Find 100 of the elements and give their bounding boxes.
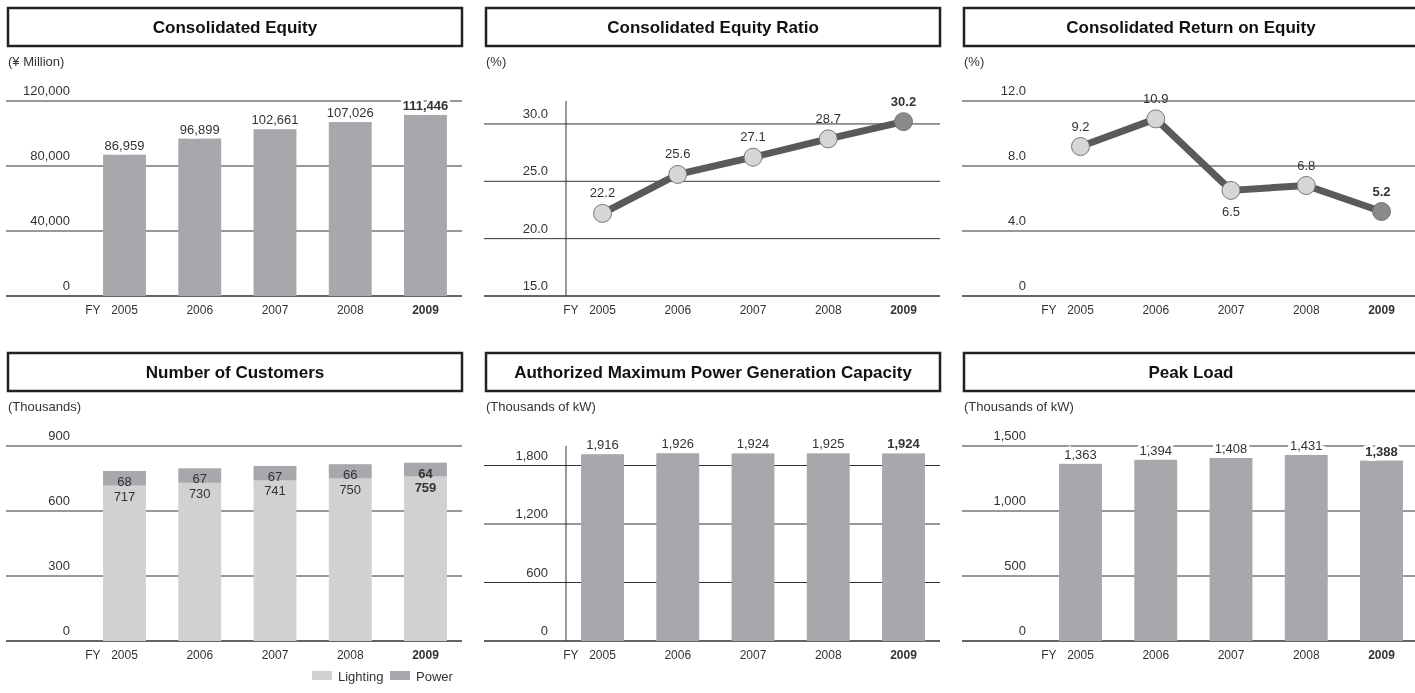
chart-title: Number of Customers: [145, 363, 325, 382]
data-label: 27.1: [740, 129, 766, 145]
y-tick-label: 8.0: [1007, 148, 1026, 163]
x-tick-label: 2006: [664, 303, 692, 317]
data-label: 1,926: [661, 436, 695, 452]
y-tick-label: 0: [1018, 278, 1026, 293]
y-tick-label: 0: [540, 623, 548, 638]
x-tick-label: 2008: [1292, 648, 1320, 662]
y-tick-label: 0: [1018, 623, 1026, 638]
data-label: 1,408: [1214, 440, 1248, 456]
data-label: 28.7: [815, 110, 841, 126]
y-tick-label: 900: [48, 428, 70, 443]
x-axis-title: FY: [85, 303, 101, 317]
y-tick-label: 40,000: [30, 213, 70, 228]
x-tick-label: 2006: [1142, 648, 1170, 662]
y-tick-label: 1,200: [515, 506, 548, 521]
data-label: 730: [188, 485, 211, 501]
data-label: 64: [418, 465, 434, 481]
y-tick-label: 0: [62, 623, 70, 638]
x-tick-label: 2006: [186, 648, 214, 662]
data-label: 759: [414, 479, 437, 495]
chart-title: Authorized Maximum Power Generation Capacity: [514, 363, 913, 382]
y-tick-label: 20.0: [522, 220, 548, 236]
chart-title: Peak Load: [1148, 363, 1234, 382]
data-label: 86,959: [104, 137, 145, 153]
y-axis-title: (¥ Million): [8, 54, 65, 69]
x-tick-label: 2008: [336, 648, 364, 662]
data-label: 96,899: [179, 121, 220, 137]
x-tick-label: 2007: [261, 303, 289, 317]
data-label: 1,363: [1064, 446, 1097, 462]
data-label: 6.8: [1297, 157, 1316, 173]
x-axis-title: FY: [1041, 303, 1057, 317]
x-tick-label: 2007: [739, 648, 767, 662]
data-label: 1,925: [811, 436, 845, 452]
data-label: 9.2: [1071, 118, 1090, 134]
x-tick-label: 2008: [1292, 303, 1320, 317]
y-axis-title: (Thousands of kW): [964, 399, 1074, 414]
data-label: 102,661: [251, 112, 299, 128]
x-axis-title: FY: [85, 648, 101, 662]
x-tick-label: 2005: [589, 648, 617, 662]
x-tick-label: 2008: [814, 648, 842, 662]
chart-title: Consolidated Return on Equity: [1066, 18, 1317, 37]
data-label: 1,394: [1139, 442, 1173, 458]
x-tick-label: 2006: [186, 303, 214, 317]
legend-label: Power: [416, 669, 454, 684]
y-tick-label: 1,500: [993, 428, 1026, 443]
y-tick-label: 120,000: [23, 83, 70, 98]
y-axis-title: (%): [964, 54, 985, 69]
x-tick-label: 2009: [1368, 303, 1396, 317]
data-label: 66: [343, 467, 358, 483]
data-label: 67: [192, 471, 207, 487]
x-tick-label: 2006: [664, 648, 692, 662]
x-tick-label: 2007: [739, 303, 767, 317]
y-tick-label: 600: [526, 564, 548, 580]
y-tick-label: 0: [62, 278, 70, 293]
x-tick-label: 2005: [1067, 648, 1095, 662]
chart-title: Consolidated Equity Ratio: [607, 18, 819, 37]
data-label: 22.2: [589, 185, 616, 201]
data-label: 111,446: [402, 97, 449, 113]
x-tick-label: 2009: [412, 648, 440, 662]
y-tick-label: 4.0: [1007, 213, 1026, 228]
data-label: 107,026: [326, 105, 374, 121]
chart-title: Consolidated Equity: [152, 18, 318, 37]
data-label: 67: [267, 468, 283, 484]
x-tick-label: 2007: [1217, 303, 1245, 317]
data-label: 30.2: [890, 93, 917, 109]
y-tick-label: 80,000: [30, 148, 70, 163]
x-tick-label: 2006: [1142, 303, 1170, 317]
x-tick-label: 2009: [1368, 648, 1396, 662]
x-tick-label: 2008: [814, 303, 842, 317]
x-tick-label: 2009: [890, 648, 918, 662]
data-label: 750: [339, 481, 362, 497]
data-label: 6.5: [1221, 204, 1241, 220]
x-axis-title: FY: [563, 648, 579, 662]
x-tick-label: 2008: [336, 303, 364, 317]
y-tick-label: 15.0: [522, 278, 548, 293]
y-axis-title: (Thousands of kW): [486, 399, 596, 414]
x-tick-label: 2005: [111, 648, 139, 662]
x-axis-title: FY: [563, 303, 579, 317]
y-tick-label: 12.0: [1000, 83, 1026, 98]
data-label: 1,916: [586, 437, 619, 453]
data-label: 717: [113, 488, 136, 504]
y-axis-title: (Thousands): [8, 399, 81, 414]
data-label: 1,388: [1365, 443, 1398, 459]
y-axis-title: (%): [486, 54, 507, 69]
legend-label: Lighting: [338, 669, 384, 684]
data-label: 1,431: [1289, 437, 1323, 453]
data-label: 25.6: [665, 146, 691, 162]
y-tick-label: 25.0: [522, 163, 548, 179]
data-label: 741: [264, 483, 286, 499]
x-tick-label: 2005: [589, 303, 617, 317]
x-tick-label: 2007: [261, 648, 289, 662]
y-tick-label: 500: [1004, 558, 1026, 573]
x-tick-label: 2005: [111, 303, 139, 317]
x-tick-label: 2009: [412, 303, 440, 317]
x-tick-label: 2009: [890, 303, 918, 317]
data-label: 1,924: [736, 436, 770, 452]
data-label: 10.9: [1143, 90, 1169, 106]
data-label: 5.2: [1372, 183, 1391, 199]
data-label: 68: [117, 473, 132, 489]
